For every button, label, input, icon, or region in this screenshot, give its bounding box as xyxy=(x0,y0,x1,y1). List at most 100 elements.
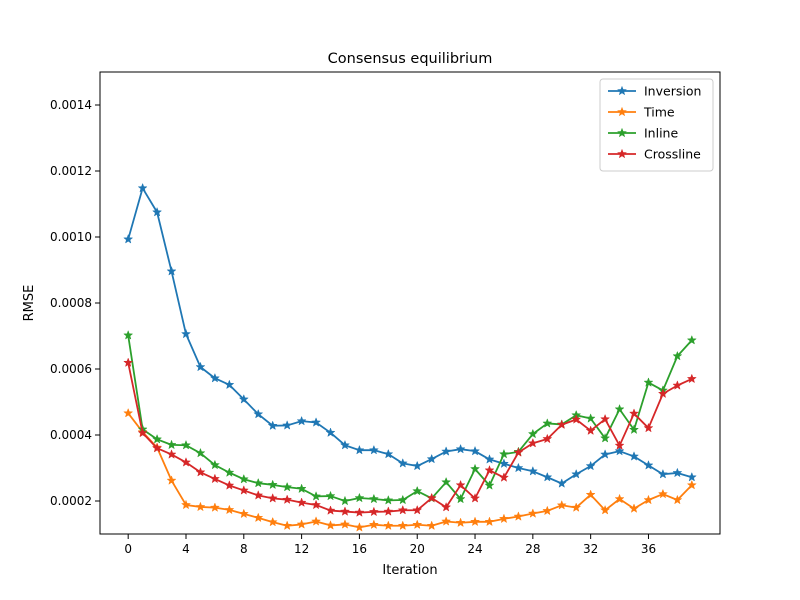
data-point xyxy=(339,439,351,450)
data-point xyxy=(224,480,235,490)
data-point xyxy=(224,504,235,515)
data-point xyxy=(253,490,264,500)
data-point xyxy=(484,454,495,464)
data-point xyxy=(527,508,538,518)
legend-item-crossline[interactable]: Crossline xyxy=(608,147,701,162)
data-point xyxy=(397,520,408,531)
data-point xyxy=(484,480,495,490)
data-point xyxy=(426,453,437,464)
y-tick-label: 0.0008 xyxy=(50,296,92,310)
data-point xyxy=(253,512,264,523)
data-point xyxy=(267,479,278,490)
series-line-inline xyxy=(127,335,693,502)
x-tick-label: 36 xyxy=(641,542,656,556)
x-tick-label: 28 xyxy=(525,542,540,556)
data-point xyxy=(238,473,249,484)
data-point xyxy=(628,408,640,418)
data-point xyxy=(209,473,220,484)
legend-marker xyxy=(616,85,628,96)
data-point xyxy=(180,439,192,450)
data-point xyxy=(441,516,452,526)
data-point xyxy=(600,432,611,443)
data-point xyxy=(571,414,582,424)
data-point xyxy=(657,388,668,399)
data-point xyxy=(195,447,206,458)
data-point xyxy=(672,350,683,361)
data-point xyxy=(412,504,423,515)
data-point xyxy=(383,520,394,531)
data-point xyxy=(166,439,177,450)
data-point xyxy=(137,427,148,438)
data-point xyxy=(339,519,351,529)
data-point xyxy=(296,519,307,529)
legend-item-inversion[interactable]: Inversion xyxy=(608,84,701,99)
data-point xyxy=(585,425,596,436)
data-point xyxy=(238,508,249,519)
data-point xyxy=(628,503,640,513)
data-point xyxy=(368,493,379,504)
data-point xyxy=(686,373,697,384)
data-point xyxy=(498,513,509,524)
legend-label: Time xyxy=(643,105,675,120)
data-point xyxy=(311,516,322,526)
data-point xyxy=(238,485,249,495)
data-point xyxy=(513,511,524,521)
data-point xyxy=(556,499,567,510)
data-point xyxy=(426,520,437,531)
data-point xyxy=(354,444,365,455)
data-point xyxy=(123,357,134,368)
legend-item-inline[interactable]: Inline xyxy=(608,126,678,141)
data-point xyxy=(412,485,423,496)
data-point xyxy=(282,494,293,504)
data-point xyxy=(253,477,264,488)
data-point xyxy=(383,506,394,516)
data-point xyxy=(339,506,351,516)
data-point xyxy=(296,415,307,426)
data-point xyxy=(628,424,640,435)
series-inversion xyxy=(123,182,697,488)
data-point xyxy=(180,457,192,467)
data-point xyxy=(426,492,437,503)
data-point xyxy=(556,478,567,488)
data-point xyxy=(686,334,697,345)
legend-marker xyxy=(616,106,628,117)
plot-area xyxy=(123,182,697,532)
data-point xyxy=(123,330,134,340)
data-point xyxy=(311,499,322,510)
data-point xyxy=(672,494,683,505)
data-point xyxy=(441,476,452,487)
data-point xyxy=(282,520,293,531)
series-line-inversion xyxy=(127,187,693,485)
data-point xyxy=(296,497,307,507)
legend-label: Inline xyxy=(644,126,678,141)
legend[interactable]: Inversion Time Inline Crossline xyxy=(599,78,714,172)
series-crossline xyxy=(123,357,697,517)
data-point xyxy=(296,483,307,494)
data-point xyxy=(455,493,466,504)
data-point xyxy=(542,418,553,428)
data-point xyxy=(455,479,466,490)
legend-box xyxy=(599,78,714,172)
data-point xyxy=(267,493,278,503)
data-point xyxy=(166,475,177,485)
data-point xyxy=(556,419,567,430)
legend-item-time[interactable]: Time xyxy=(608,105,675,120)
data-point xyxy=(686,471,697,482)
data-point xyxy=(311,491,322,501)
x-tick-label: 24 xyxy=(467,542,482,556)
data-point xyxy=(354,522,365,532)
x-tick-label: 4 xyxy=(182,542,190,556)
data-point xyxy=(441,446,452,456)
data-point xyxy=(672,467,683,478)
data-point xyxy=(397,504,408,515)
data-point xyxy=(527,437,538,448)
data-point xyxy=(469,516,481,527)
data-point xyxy=(209,502,220,512)
data-point xyxy=(123,233,134,244)
data-point xyxy=(383,495,394,505)
series-line-crossline xyxy=(127,362,693,514)
data-point xyxy=(152,442,163,453)
y-tick-label: 0.0010 xyxy=(50,230,92,244)
data-point xyxy=(643,422,654,433)
x-tick-label: 20 xyxy=(410,542,425,556)
